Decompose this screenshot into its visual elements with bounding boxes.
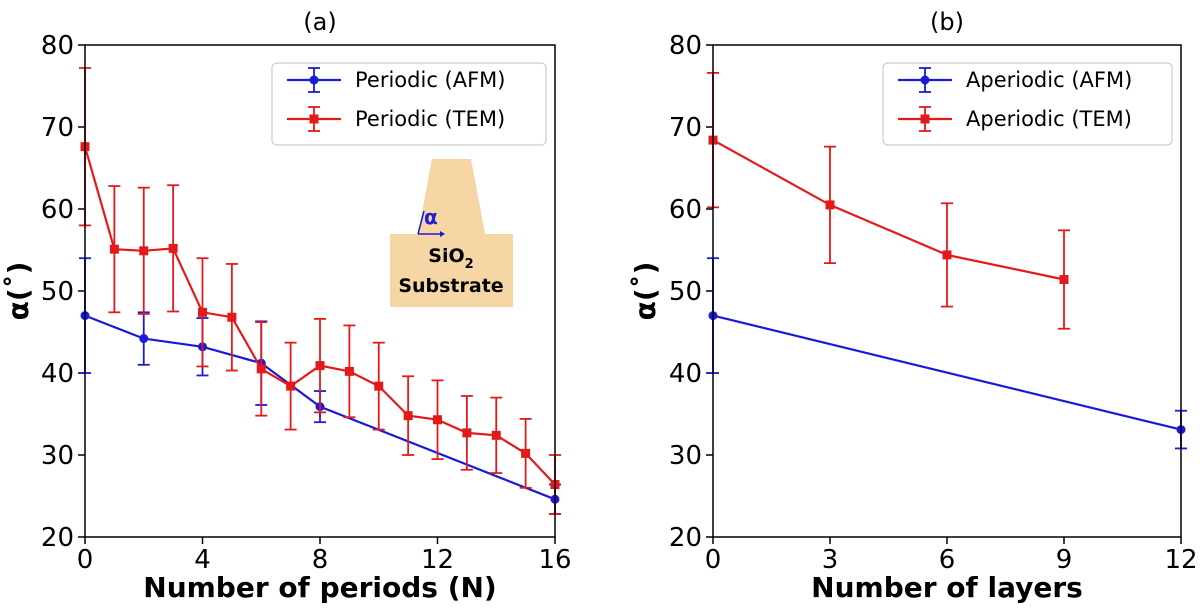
series-line-aperiodic-tem — [712, 139, 1065, 281]
legend-label-periodic-afm: Periodic (AFM) — [355, 68, 506, 92]
legend-marker — [920, 114, 930, 124]
data-point — [433, 415, 442, 425]
data-point — [227, 312, 237, 322]
panel-b-plot-frame — [712, 44, 1182, 538]
data-point — [168, 243, 178, 253]
panel-a: (a) 0 4 8 12 16 20 30 40 50 60 70 80 α SiO2 Substra… — [2, 8, 572, 604]
x-tick-label: 0 — [77, 545, 94, 575]
y-tick-label: 80 — [669, 31, 702, 61]
data-point — [403, 411, 413, 421]
y-tick-label: 30 — [669, 441, 702, 471]
panel-a-plot-frame — [84, 44, 556, 538]
y-tick-label: 40 — [669, 359, 702, 389]
y-tick-label: 40 — [41, 359, 74, 389]
y-tick-label: 20 — [669, 523, 702, 553]
panel-a-title: (a) — [303, 8, 336, 36]
data-point — [109, 244, 119, 254]
y-tick-label: 60 — [669, 195, 702, 225]
inset-substrate-label: Substrate — [398, 275, 503, 297]
panel-a-x-axis-label: Number of periods (N) — [143, 571, 496, 604]
legend-marker — [309, 75, 319, 85]
data-point — [344, 366, 354, 376]
panel-b-y-axis-label: α(˚) — [629, 262, 662, 321]
legend-label-aperiodic-afm: Aperiodic (AFM) — [966, 68, 1132, 92]
data-point — [256, 364, 266, 374]
inset-alpha-label: α — [424, 205, 438, 229]
x-tick-label: 12 — [421, 545, 454, 575]
panel-b-title: (b) — [930, 8, 964, 36]
panel-b-legend-box — [882, 62, 1173, 146]
x-tick-label: 3 — [822, 545, 839, 575]
y-tick-label: 80 — [41, 31, 74, 61]
data-point — [286, 381, 296, 391]
x-tick-label: 4 — [194, 545, 211, 575]
panel-a-grid-ticks: 0 4 8 12 16 20 30 40 50 60 70 80 — [41, 31, 572, 575]
x-tick-label: 6 — [939, 545, 956, 575]
data-point — [825, 200, 835, 210]
data-point — [139, 334, 149, 344]
panel-b: (b) 0 3 6 9 12 20 30 40 50 60 70 80 Aperiodic (AFM)… — [629, 8, 1198, 604]
x-tick-label: 9 — [1056, 545, 1073, 575]
x-tick-label: 12 — [1164, 545, 1197, 575]
data-point — [1059, 275, 1069, 285]
legend-swatch-periodic-afm — [287, 67, 341, 93]
series-line-periodic-tem — [83, 146, 556, 486]
panel-a-legend-box — [271, 62, 547, 146]
inset-angle-arrowhead — [440, 231, 445, 237]
data-point — [942, 250, 952, 260]
data-point — [521, 448, 531, 458]
data-point — [462, 428, 472, 438]
panel-b-grid-ticks: 0 3 6 9 12 20 30 40 50 60 70 80 — [669, 31, 1198, 575]
y-tick-label: 50 — [669, 277, 702, 307]
legend-swatch-aperiodic-afm — [898, 67, 952, 93]
inset-material-label: SiO2 — [428, 245, 473, 272]
data-point — [374, 381, 384, 391]
data-point — [315, 361, 325, 371]
inset-angle-side — [417, 210, 425, 235]
panel-b-legend: Aperiodic (AFM) Aperiodic (TEM) — [882, 62, 1173, 146]
legend-swatch-aperiodic-tem — [898, 106, 952, 132]
x-tick-label: 8 — [312, 545, 329, 575]
y-tick-label: 30 — [41, 441, 74, 471]
legend-label-aperiodic-tem: Aperiodic (TEM) — [966, 107, 1132, 131]
inset-substrate-shape — [390, 159, 513, 307]
legend-marker — [920, 75, 930, 85]
y-tick-label: 70 — [669, 113, 702, 143]
x-tick-label: 16 — [538, 545, 571, 575]
y-tick-label: 60 — [41, 195, 74, 225]
data-point — [198, 307, 207, 317]
y-tick-label: 70 — [41, 113, 74, 143]
legend-label-periodic-tem: Periodic (TEM) — [355, 107, 505, 131]
panel-b-x-axis-label: Number of layers — [811, 571, 1083, 604]
series-line-aperiodic-afm — [712, 314, 1182, 431]
x-tick-label: 0 — [705, 545, 722, 575]
data-point — [491, 430, 501, 440]
panel-a-y-axis-label: α(˚) — [2, 262, 35, 321]
panel-a-inset: α SiO2 Substrate — [390, 159, 513, 307]
legend-swatch-periodic-tem — [287, 106, 341, 132]
panel-a-legend: Periodic (AFM) Periodic (TEM) — [271, 62, 547, 146]
y-tick-label: 50 — [41, 277, 74, 307]
data-point — [139, 246, 149, 256]
y-tick-label: 20 — [41, 523, 74, 553]
legend-marker — [309, 114, 319, 124]
